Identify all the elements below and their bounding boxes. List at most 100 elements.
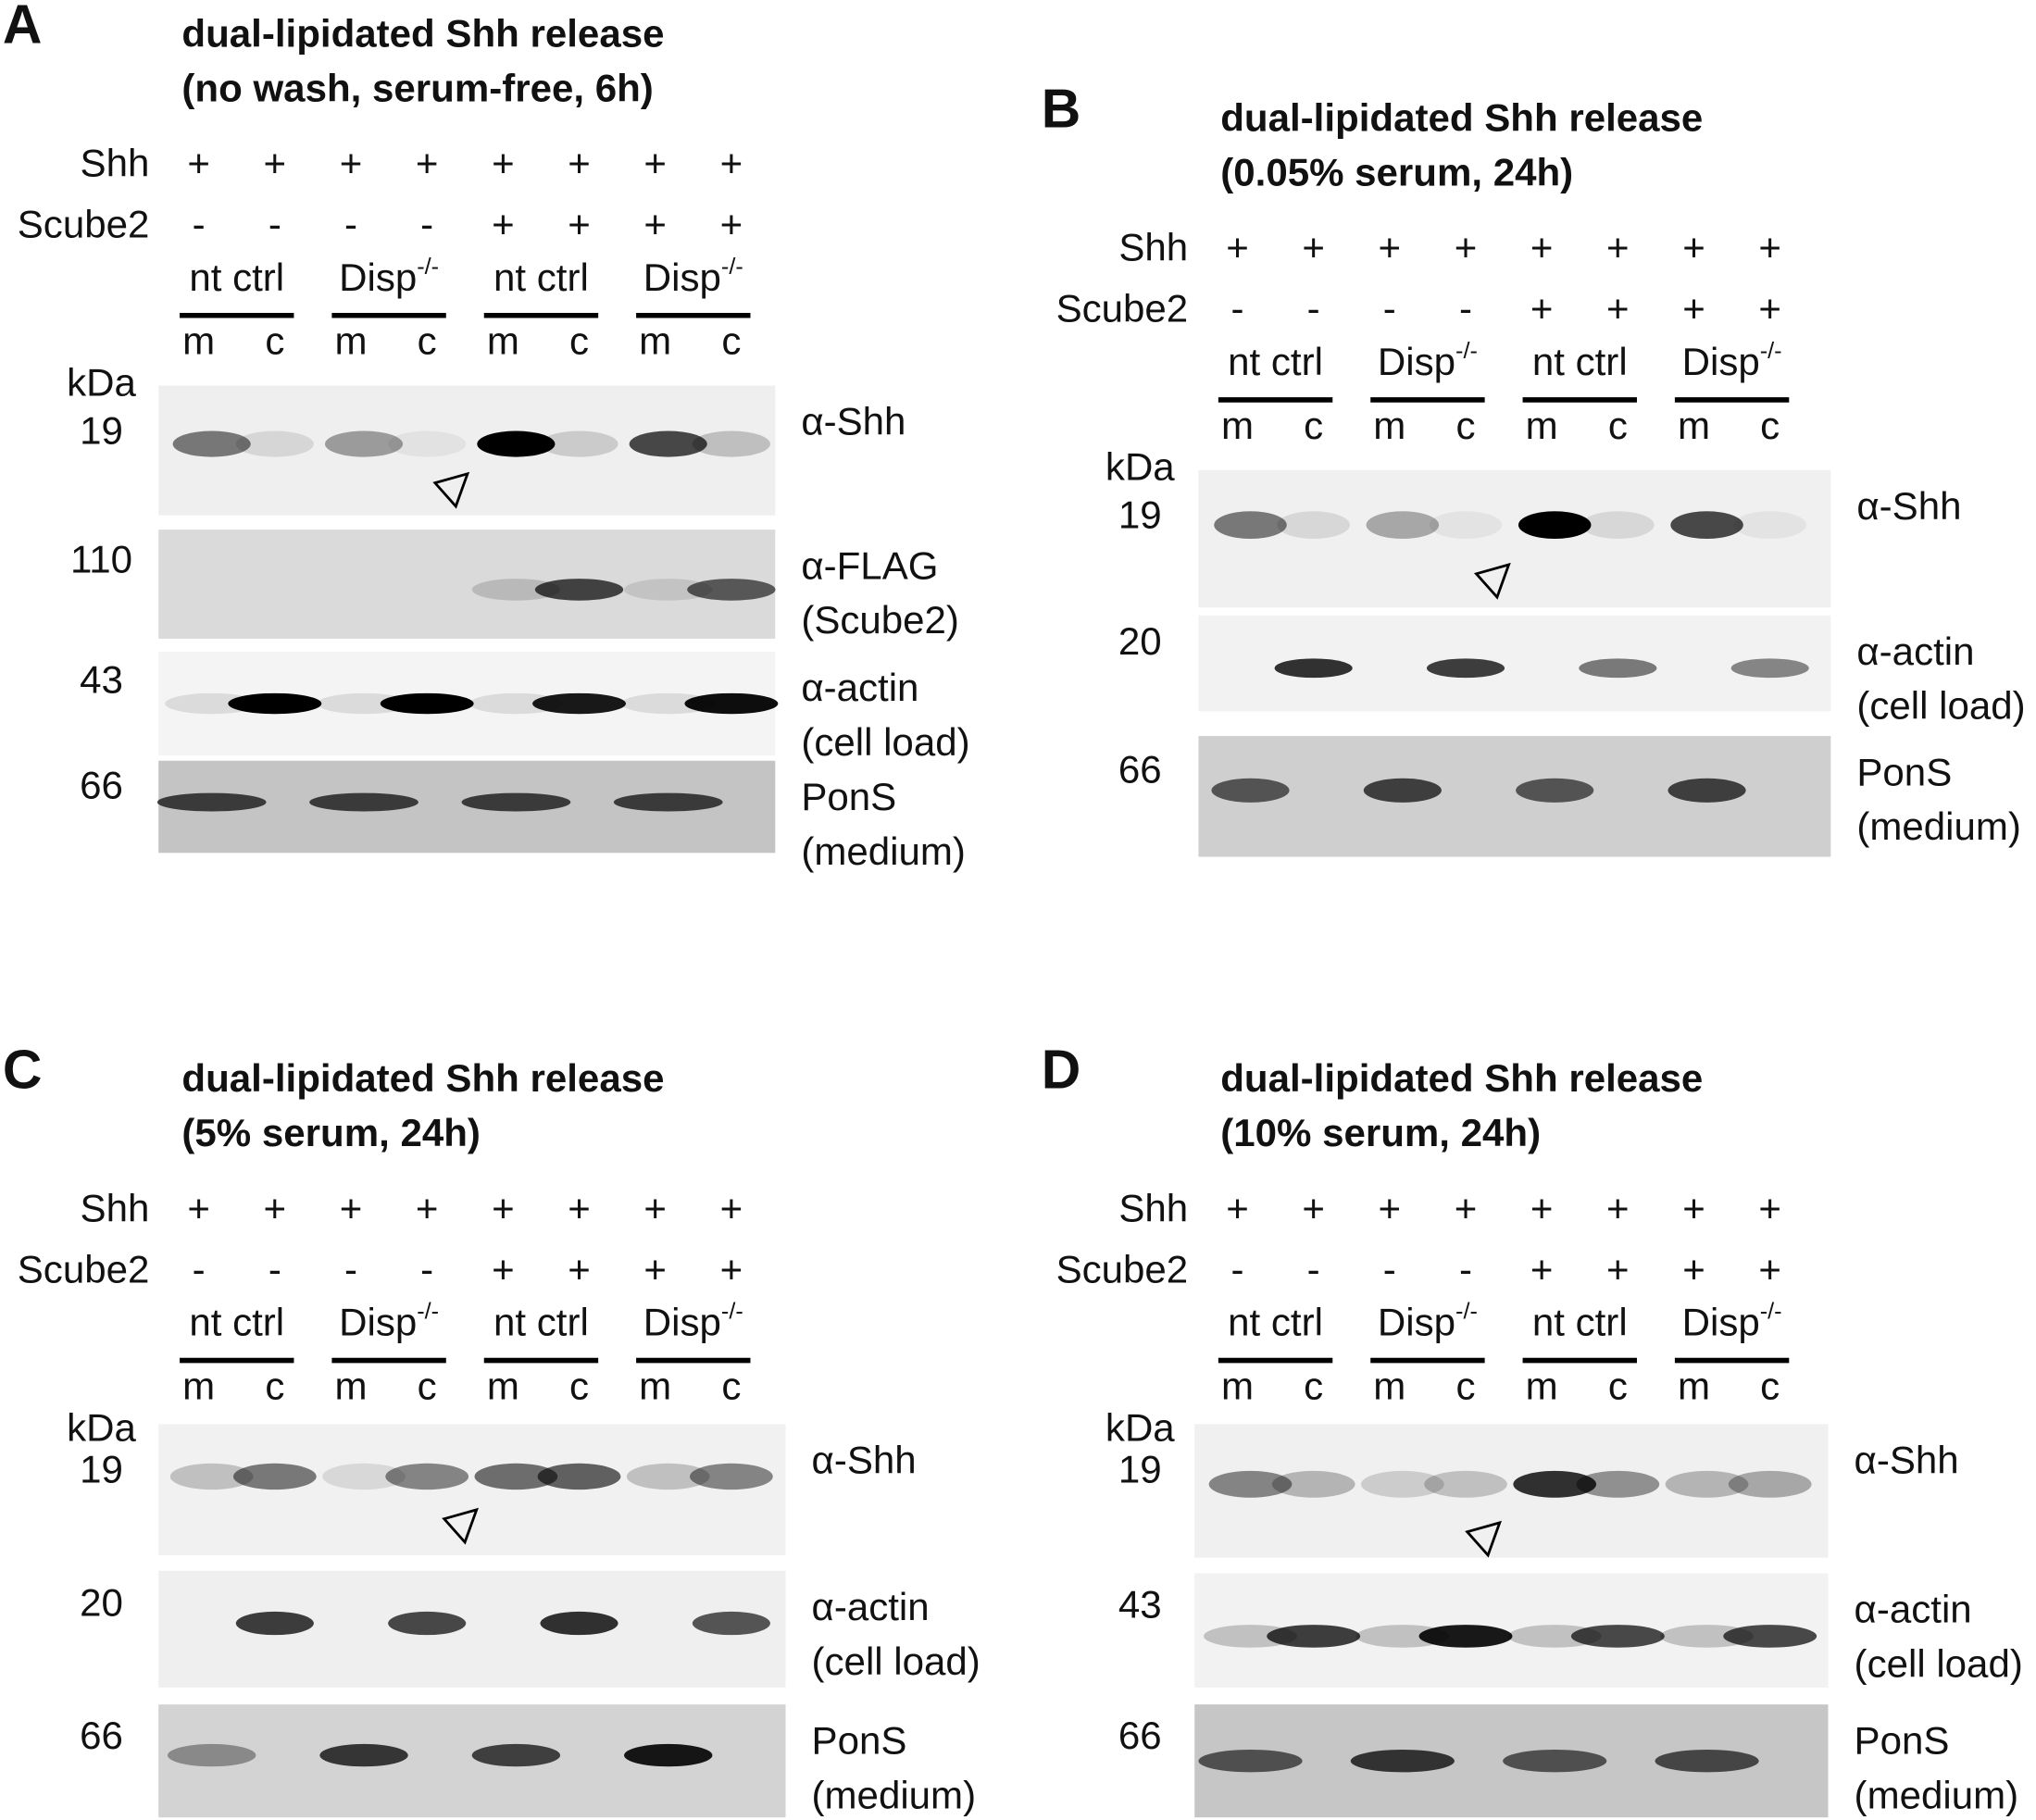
band — [1670, 511, 1743, 539]
lane-label: m — [1373, 1365, 1405, 1408]
lane-label: m — [334, 1365, 367, 1408]
kda-value: 19 — [1118, 1447, 1162, 1490]
sign: + — [1606, 1247, 1630, 1290]
group-label: Disp-/- — [339, 1298, 439, 1343]
band — [461, 792, 571, 812]
lane-label: m — [334, 319, 367, 363]
band — [1418, 1625, 1513, 1648]
sign: - — [269, 203, 281, 246]
lane-label: c — [569, 1365, 589, 1408]
sign: - — [1459, 1247, 1472, 1290]
lane-label: m — [487, 319, 519, 363]
lane-label: c — [569, 319, 589, 363]
lane-label: m — [639, 1365, 671, 1408]
panel-letter: B — [1042, 80, 1081, 140]
band — [534, 579, 624, 601]
sign: + — [1530, 1186, 1554, 1229]
group-name: nt ctrl — [493, 1301, 589, 1344]
group-name: nt ctrl — [1228, 340, 1323, 383]
band — [540, 430, 618, 457]
lane-label: c — [1304, 1365, 1323, 1408]
blot-label: α-actin — [1856, 630, 1974, 673]
panel-title: (no wash, serum-free, 6h) — [181, 66, 653, 109]
sign: + — [492, 142, 515, 185]
sign: - — [420, 203, 433, 246]
sign: - — [1383, 1247, 1396, 1290]
group-name: nt ctrl — [1532, 1301, 1628, 1344]
sign: + — [1455, 1186, 1478, 1229]
sign: - — [1230, 287, 1243, 330]
group-superscript: -/- — [1760, 1298, 1782, 1324]
sign: - — [1307, 287, 1320, 330]
panel-title: dual-lipidated Shh release — [1220, 1056, 1703, 1100]
kda-value: 43 — [1118, 1583, 1162, 1627]
band — [1274, 658, 1353, 679]
group-label: nt ctrl — [189, 256, 284, 299]
lane-label: m — [487, 1365, 519, 1408]
group-label: nt ctrl — [1532, 340, 1628, 383]
band — [1655, 1749, 1759, 1773]
blot-label: (cell load) — [812, 1639, 981, 1683]
panel-title: dual-lipidated Shh release — [1220, 96, 1703, 140]
sign: + — [1682, 1186, 1705, 1229]
kda-value: 66 — [80, 764, 123, 807]
lane-label: c — [265, 1365, 284, 1408]
kda-value: 19 — [1118, 493, 1162, 537]
sign: + — [1226, 1186, 1249, 1229]
panel-title: (0.05% serum, 24h) — [1220, 150, 1573, 193]
group-name: Disp — [1378, 1301, 1455, 1344]
group-label: nt ctrl — [493, 256, 589, 299]
sign: + — [1530, 287, 1554, 330]
sign: + — [1682, 287, 1705, 330]
arrowhead — [1465, 1520, 1502, 1558]
band — [235, 1611, 314, 1636]
band — [1277, 511, 1350, 539]
sign: - — [1307, 1247, 1320, 1290]
band — [388, 430, 467, 457]
sign: + — [1682, 226, 1705, 269]
group-label: Disp-/- — [643, 1298, 743, 1343]
sign: + — [643, 1247, 667, 1290]
kda-label: kDa — [67, 361, 136, 405]
sign: - — [1230, 1247, 1243, 1290]
sign: + — [187, 1186, 210, 1229]
sign: + — [1758, 226, 1781, 269]
lane-label: c — [1760, 404, 1780, 447]
sign: - — [1459, 287, 1472, 330]
lane-label: c — [1455, 1365, 1475, 1408]
band — [1513, 1470, 1597, 1498]
group-name: Disp — [1682, 340, 1760, 383]
row-label: Shh — [1118, 1186, 1188, 1229]
sign: + — [1302, 226, 1325, 269]
blot-label: α-Shh — [812, 1438, 917, 1481]
blot-label: PonS — [1856, 750, 1952, 793]
kda-value: 66 — [1118, 747, 1162, 791]
band — [684, 692, 779, 715]
blot-label: (medium) — [1855, 1773, 2019, 1816]
sign: + — [720, 1247, 743, 1290]
band — [380, 692, 474, 715]
arrowhead — [1473, 562, 1511, 600]
band — [1350, 1749, 1455, 1773]
band — [235, 430, 314, 457]
sign: + — [492, 1186, 515, 1229]
band — [385, 1463, 469, 1490]
sign: + — [416, 142, 439, 185]
group-name: nt ctrl — [189, 1301, 284, 1344]
panel-letter: C — [3, 1040, 43, 1100]
band — [228, 692, 322, 715]
group-name: Disp — [1378, 340, 1455, 383]
blot-label: (cell load) — [1855, 1642, 2023, 1686]
band — [537, 1463, 621, 1490]
sign: + — [1758, 287, 1781, 330]
group-superscript: -/- — [417, 254, 439, 280]
blot-label: (medium) — [812, 1773, 977, 1816]
band — [626, 1463, 710, 1490]
group-name: Disp — [643, 1301, 721, 1344]
sign: + — [643, 1186, 667, 1229]
blot-label: α-Shh — [801, 400, 906, 443]
band — [324, 430, 404, 457]
band — [232, 1463, 317, 1490]
group-name: Disp — [643, 256, 721, 299]
